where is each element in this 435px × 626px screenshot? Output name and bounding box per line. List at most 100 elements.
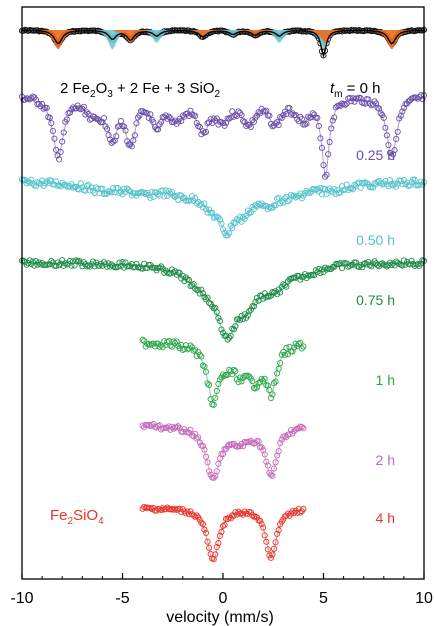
fit-line <box>21 97 425 178</box>
data-point <box>257 517 264 524</box>
data-point <box>216 532 223 539</box>
data-point <box>349 95 356 102</box>
data-point <box>329 189 336 196</box>
data-point <box>156 422 163 429</box>
data-point <box>414 261 421 268</box>
data-point <box>221 372 228 379</box>
data-point <box>399 108 406 115</box>
data-point <box>286 430 293 438</box>
data-point <box>230 326 237 333</box>
data-point <box>29 258 36 265</box>
data-point <box>244 312 251 319</box>
data-point <box>363 180 370 187</box>
data-point <box>291 192 298 199</box>
data-point <box>397 112 404 119</box>
data-point <box>110 263 117 270</box>
data-point <box>388 180 395 188</box>
data-point <box>230 366 237 373</box>
data-point <box>23 261 30 268</box>
fit-layer <box>21 29 425 561</box>
data-point <box>158 342 165 349</box>
data-point <box>51 181 58 188</box>
data-point <box>37 261 44 268</box>
series-1-h <box>139 336 307 408</box>
data-point <box>416 181 423 188</box>
data-point <box>85 262 92 269</box>
data-point <box>202 206 210 213</box>
data-point <box>287 426 295 434</box>
data-point <box>348 185 355 192</box>
series-label: 0.25 h <box>356 147 395 163</box>
x-tick-label: 0 <box>219 590 228 607</box>
data-point <box>300 425 307 432</box>
data-point <box>394 259 401 266</box>
series-label: 0.50 h <box>356 232 395 248</box>
data-point <box>249 204 256 211</box>
time-zero-label: tm = 0 h <box>330 80 380 100</box>
data-point <box>411 176 418 183</box>
x-tick-label: 10 <box>415 590 433 607</box>
data-point <box>199 290 206 297</box>
data-point <box>252 385 259 392</box>
data-point <box>227 114 234 121</box>
series-label: 4 h <box>376 510 395 526</box>
data-point <box>312 267 319 274</box>
data-point <box>255 200 262 207</box>
data-point <box>165 187 172 194</box>
data-point <box>365 96 372 103</box>
data-point <box>210 401 217 408</box>
series-label: 0.75 h <box>356 292 395 308</box>
x-tick-label: -10 <box>10 590 33 607</box>
data-point <box>80 103 87 110</box>
data-point <box>291 344 298 351</box>
data-point <box>198 201 205 208</box>
data-point <box>260 524 267 531</box>
data-point <box>111 189 118 196</box>
data-point <box>116 259 123 266</box>
data-point <box>233 443 240 450</box>
data-point <box>48 257 55 265</box>
x-axis-label: velocity (mm/s) <box>166 609 274 626</box>
data-point <box>235 508 242 515</box>
data-point <box>232 323 239 330</box>
data-point <box>219 522 227 530</box>
data-point <box>400 104 407 111</box>
data-point <box>246 308 253 315</box>
data-point <box>204 538 211 545</box>
data-point <box>215 314 222 322</box>
data-point <box>261 375 268 382</box>
data-point <box>192 513 199 520</box>
data-point <box>413 94 420 101</box>
data-point <box>168 423 176 430</box>
data-point <box>223 332 230 339</box>
data-point <box>213 468 220 475</box>
data-point <box>287 111 295 118</box>
data-point <box>289 348 296 355</box>
data-point <box>85 110 92 118</box>
data-point <box>189 282 196 289</box>
series-label: 1 h <box>376 372 395 388</box>
data-point <box>275 527 282 534</box>
data-point <box>253 384 261 391</box>
data-point <box>354 95 361 102</box>
data-point <box>136 264 143 271</box>
data-point <box>227 332 234 339</box>
data-point <box>343 181 350 188</box>
data-point <box>267 554 274 561</box>
data-point <box>287 191 295 198</box>
data-point <box>142 191 149 198</box>
data-point <box>139 422 146 429</box>
data-point <box>170 338 177 345</box>
data-point <box>187 107 194 114</box>
data-point <box>318 191 326 198</box>
data-point <box>226 366 233 373</box>
data-point <box>277 289 284 296</box>
data-point <box>283 344 290 351</box>
series-0-25-h <box>18 92 428 180</box>
data-point <box>69 258 77 265</box>
data-point <box>297 509 304 516</box>
data-point <box>232 367 239 375</box>
data-point <box>76 186 83 193</box>
series-label: 2 h <box>376 452 395 468</box>
data-point <box>303 120 310 127</box>
